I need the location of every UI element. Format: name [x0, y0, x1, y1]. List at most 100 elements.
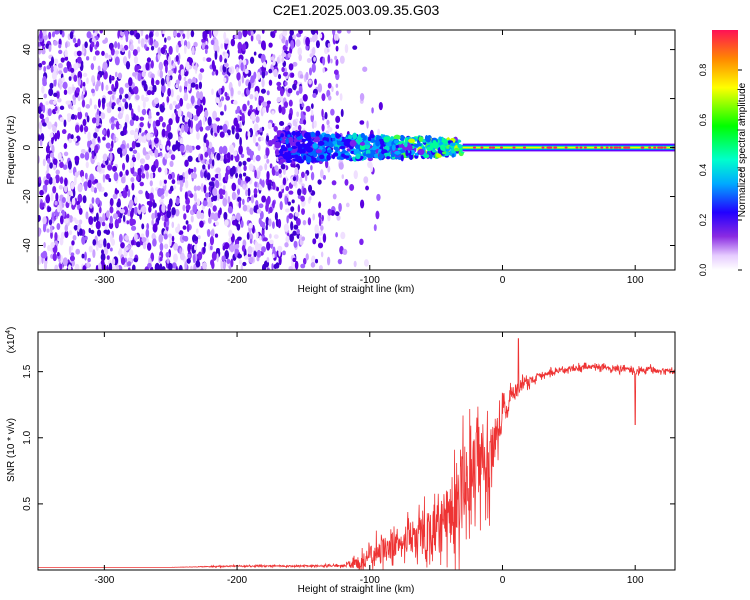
- spectrogram-peak: [613, 146, 617, 149]
- spectrogram-cell: [300, 148, 306, 154]
- spectrogram-peak: [648, 146, 652, 149]
- spectrogram-cell: [176, 32, 181, 38]
- spectrogram-cell: [327, 165, 331, 173]
- spectrogram-cell: [190, 120, 193, 129]
- spectrogram-cell: [209, 245, 213, 251]
- spectrogram-cell: [84, 251, 87, 261]
- spectrogram-cell: [171, 235, 175, 242]
- spectrogram-peak: [663, 146, 667, 149]
- spectrogram-cell: [132, 49, 138, 56]
- spectrogram-cell: [293, 154, 299, 159]
- spectrogram-cell: [353, 260, 357, 268]
- spectrogram-cell: [265, 224, 268, 231]
- spectrogram-cell: [153, 126, 157, 136]
- spectrogram-cell: [310, 30, 316, 35]
- spectrogram-cell: [193, 192, 197, 202]
- spectrogram-peak: [640, 146, 644, 149]
- spectrogram-cell: [334, 211, 340, 217]
- spectrogram-cell: [128, 86, 132, 93]
- spectrogram-cell: [120, 242, 125, 249]
- spectrogram-cell: [158, 233, 164, 244]
- spectrogram-cell: [64, 49, 68, 58]
- spectrogram-cell: [95, 244, 99, 251]
- spectrogram-cell: [59, 237, 64, 246]
- spectrogram-cell: [220, 260, 224, 270]
- spectrogram-cell: [136, 46, 141, 53]
- spectrogram-cell: [151, 212, 156, 220]
- spectrogram-cell: [301, 103, 305, 108]
- spectrogram-cell: [50, 65, 54, 73]
- spectrogram-cell: [302, 257, 307, 265]
- spectrogram-cell: [249, 94, 254, 100]
- colorbar-tick-label: 0.2: [698, 214, 708, 227]
- spectrogram-cell: [365, 153, 372, 158]
- spectrogram-cell: [86, 31, 92, 39]
- spectrogram-cell: [375, 139, 381, 147]
- spectrogram-cell: [281, 66, 285, 73]
- spectrogram-cell: [222, 245, 226, 251]
- spectrogram-cell: [210, 212, 216, 220]
- spectrogram-cell: [287, 52, 292, 58]
- spectrogram-cell: [155, 79, 160, 86]
- spectrogram-cell: [56, 130, 61, 140]
- spectrogram-cell: [133, 206, 138, 215]
- spectrogram-cell: [166, 145, 170, 151]
- spectrogram-cell: [72, 37, 77, 44]
- spectrogram-cell: [94, 144, 99, 154]
- spectrogram-cell: [168, 262, 173, 270]
- spectrogram-cell: [269, 163, 273, 169]
- spectrogram-cell: [334, 55, 338, 61]
- spectrogram-cell: [195, 228, 199, 234]
- spectrogram-cell: [133, 86, 139, 95]
- spectrogram-cell: [64, 41, 68, 49]
- spectrogram-cell: [258, 217, 262, 225]
- spectrogram-cell: [106, 106, 112, 114]
- spectrogram-cell: [326, 256, 331, 266]
- spectrogram-cell: [338, 162, 344, 170]
- spectrogram-cell: [164, 190, 169, 197]
- spectrogram-cell: [125, 169, 129, 176]
- spectrogram-cell: [117, 217, 122, 224]
- spectrogram-cell: [153, 97, 159, 105]
- spectrogram-cell: [199, 212, 205, 220]
- spectrogram-cell: [294, 260, 299, 270]
- spectrogram-cell: [42, 158, 46, 167]
- spectrogram-cell: [346, 30, 351, 34]
- spectrogram-cell: [44, 116, 49, 124]
- spectrogram-cell: [103, 246, 109, 256]
- spectrogram-cell: [226, 152, 231, 159]
- spectrogram-cell: [184, 261, 188, 270]
- spectrogram-cell: [281, 52, 287, 58]
- spectrogram-cell: [248, 222, 253, 229]
- spectrogram-cell: [335, 115, 341, 124]
- spectrogram-frame: [37, 29, 676, 271]
- spectrogram-cell: [208, 208, 211, 218]
- spectrogram-cell: [252, 134, 257, 144]
- spectrogram-cell: [159, 242, 164, 252]
- spectrogram-cell: [186, 102, 191, 110]
- spectrogram-cell: [108, 54, 112, 60]
- spectrogram-cell: [261, 179, 265, 188]
- spectrogram-cell: [74, 155, 80, 162]
- spectrogram-cell: [373, 153, 379, 159]
- spectrogram-cell: [93, 187, 98, 194]
- spectrogram-cell: [77, 106, 82, 113]
- spectrogram-cell: [249, 238, 253, 244]
- spectrogram-cell: [56, 234, 60, 242]
- spectrogram-cell: [296, 33, 302, 38]
- spectrogram-cell: [220, 43, 224, 49]
- spectrogram-cell: [251, 111, 256, 122]
- spectrogram-cell: [261, 263, 267, 270]
- spectrogram-cell: [292, 34, 297, 40]
- spectrogram-cell: [266, 241, 271, 251]
- spectrogram-cell: [185, 220, 189, 225]
- spectrogram-cell: [339, 55, 345, 64]
- spectrogram-cell: [184, 115, 188, 122]
- spectrogram-cell: [235, 66, 239, 74]
- spectrogram-cell: [76, 50, 82, 57]
- spectrogram-cell: [247, 245, 253, 255]
- spectrogram-cell: [57, 62, 63, 69]
- spectrogram-cell: [145, 34, 149, 40]
- spectrogram-cell: [279, 88, 284, 97]
- spectrogram-cell: [289, 233, 295, 243]
